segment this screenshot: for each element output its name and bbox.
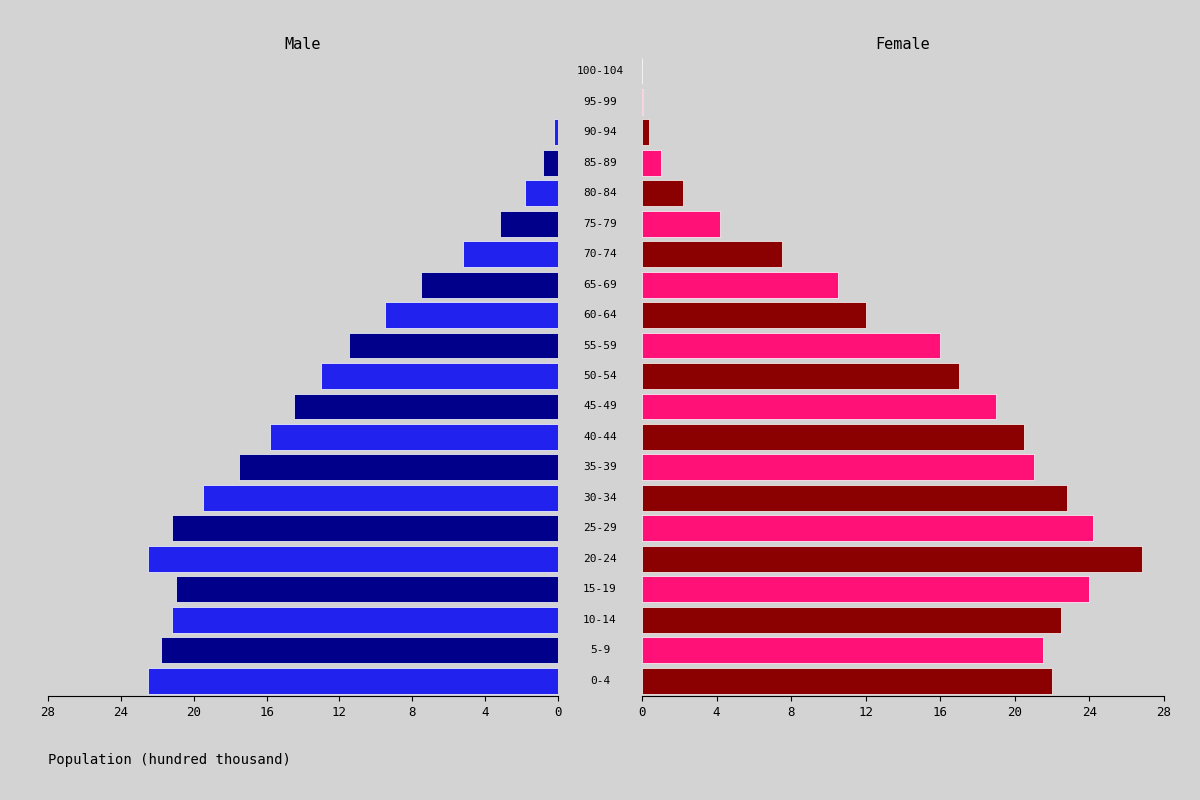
- Bar: [526, 180, 558, 206]
- Bar: [148, 668, 558, 694]
- Bar: [421, 272, 558, 298]
- Text: 0-4: 0-4: [590, 676, 610, 686]
- Text: 15-19: 15-19: [583, 584, 617, 594]
- Bar: [642, 668, 1052, 694]
- Text: 5-9: 5-9: [590, 646, 610, 655]
- Bar: [642, 333, 941, 358]
- Bar: [642, 119, 648, 145]
- Bar: [642, 180, 683, 206]
- Bar: [172, 515, 558, 542]
- Bar: [294, 394, 558, 419]
- Bar: [642, 394, 996, 419]
- Bar: [499, 210, 558, 237]
- Text: 65-69: 65-69: [583, 279, 617, 290]
- Text: 50-54: 50-54: [583, 371, 617, 381]
- Bar: [642, 150, 661, 176]
- Text: 30-34: 30-34: [583, 493, 617, 503]
- Text: 10-14: 10-14: [583, 615, 617, 625]
- Bar: [544, 150, 558, 176]
- Text: 70-74: 70-74: [583, 249, 617, 259]
- Bar: [175, 576, 558, 602]
- Bar: [322, 363, 558, 389]
- Bar: [203, 485, 558, 511]
- Bar: [148, 546, 558, 572]
- Bar: [270, 424, 558, 450]
- Bar: [463, 241, 558, 267]
- Text: 60-64: 60-64: [583, 310, 617, 320]
- Bar: [172, 607, 558, 633]
- Bar: [161, 638, 558, 663]
- Bar: [642, 241, 782, 267]
- Text: 80-84: 80-84: [583, 188, 617, 198]
- Bar: [642, 363, 959, 389]
- Text: 55-59: 55-59: [583, 341, 617, 350]
- Bar: [642, 210, 720, 237]
- Bar: [642, 89, 643, 114]
- Text: 40-44: 40-44: [583, 432, 617, 442]
- Text: 85-89: 85-89: [583, 158, 617, 168]
- Text: 25-29: 25-29: [583, 523, 617, 534]
- Bar: [642, 485, 1067, 511]
- Bar: [554, 119, 558, 145]
- Text: 90-94: 90-94: [583, 127, 617, 137]
- Title: Female: Female: [876, 37, 930, 52]
- Text: 35-39: 35-39: [583, 462, 617, 473]
- Text: Population (hundred thousand): Population (hundred thousand): [48, 753, 290, 767]
- Text: 75-79: 75-79: [583, 218, 617, 229]
- Bar: [239, 454, 558, 480]
- Text: 45-49: 45-49: [583, 402, 617, 411]
- Bar: [348, 333, 558, 358]
- Bar: [642, 607, 1062, 633]
- Text: 100-104: 100-104: [576, 66, 624, 76]
- Bar: [642, 546, 1141, 572]
- Text: 20-24: 20-24: [583, 554, 617, 564]
- Bar: [642, 576, 1090, 602]
- Bar: [385, 302, 558, 328]
- Bar: [642, 272, 838, 298]
- Bar: [642, 515, 1093, 542]
- Bar: [642, 454, 1033, 480]
- Bar: [642, 302, 865, 328]
- Bar: [642, 424, 1024, 450]
- Text: 95-99: 95-99: [583, 97, 617, 106]
- Bar: [642, 638, 1043, 663]
- Title: Male: Male: [284, 37, 322, 52]
